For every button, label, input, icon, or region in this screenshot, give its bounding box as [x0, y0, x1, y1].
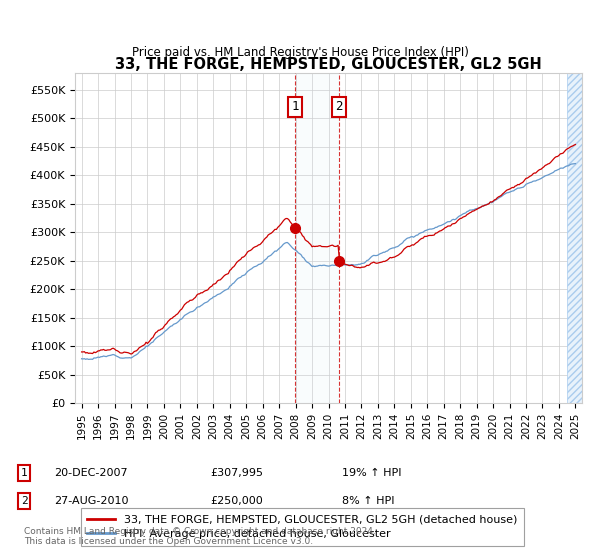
Text: Price paid vs. HM Land Registry's House Price Index (HPI): Price paid vs. HM Land Registry's House …	[131, 46, 469, 59]
Text: Contains HM Land Registry data © Crown copyright and database right 2024.
This d: Contains HM Land Registry data © Crown c…	[24, 526, 376, 546]
Bar	[295, 73, 339, 403]
Text: 1: 1	[292, 100, 299, 114]
Text: £250,000: £250,000	[210, 496, 263, 506]
Bar	[567, 73, 582, 403]
Text: 20-DEC-2007: 20-DEC-2007	[54, 468, 128, 478]
Text: 2: 2	[335, 100, 343, 114]
Title: 33, THE FORGE, HEMPSTED, GLOUCESTER, GL2 5GH: 33, THE FORGE, HEMPSTED, GLOUCESTER, GL2…	[115, 57, 542, 72]
Text: 8% ↑ HPI: 8% ↑ HPI	[342, 496, 395, 506]
Text: £307,995: £307,995	[210, 468, 263, 478]
Text: 2: 2	[20, 496, 28, 506]
Text: 19% ↑ HPI: 19% ↑ HPI	[342, 468, 401, 478]
Text: 27-AUG-2010: 27-AUG-2010	[54, 496, 128, 506]
Text: 1: 1	[20, 468, 28, 478]
Bar	[567, 73, 582, 403]
Legend: 33, THE FORGE, HEMPSTED, GLOUCESTER, GL2 5GH (detached house), HPI: Average pric: 33, THE FORGE, HEMPSTED, GLOUCESTER, GL2…	[80, 508, 524, 545]
